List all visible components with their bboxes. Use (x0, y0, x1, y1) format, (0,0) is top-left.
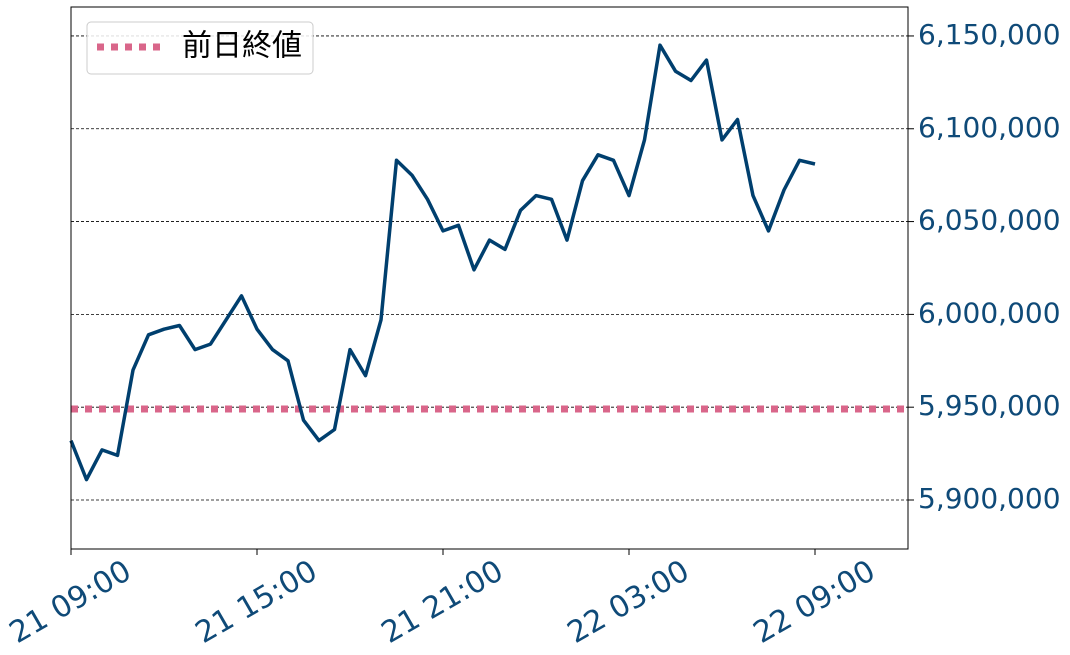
x-tick-label: 21 21:00 (376, 553, 510, 650)
x-tick-label: 22 09:00 (748, 553, 882, 650)
legend: 前日終値 (86, 21, 314, 75)
y-tick-label: 6,150,000 (918, 18, 1061, 51)
y-tick-label: 5,900,000 (918, 482, 1061, 515)
y-tick-label: 6,100,000 (918, 111, 1061, 144)
x-tick-label: 21 15:00 (190, 553, 324, 650)
y-tick-label: 5,950,000 (918, 389, 1061, 422)
legend-label: 前日終値 (182, 29, 302, 64)
y-tick-label: 6,050,000 (918, 204, 1061, 237)
plot-frame (70, 6, 909, 550)
y-tick-label: 6,000,000 (918, 296, 1061, 329)
price-line (69, 43, 816, 482)
x-tick-label: 22 03:00 (562, 553, 696, 650)
x-tick-label: 21 09:00 (4, 553, 138, 650)
legend-box (86, 21, 314, 75)
